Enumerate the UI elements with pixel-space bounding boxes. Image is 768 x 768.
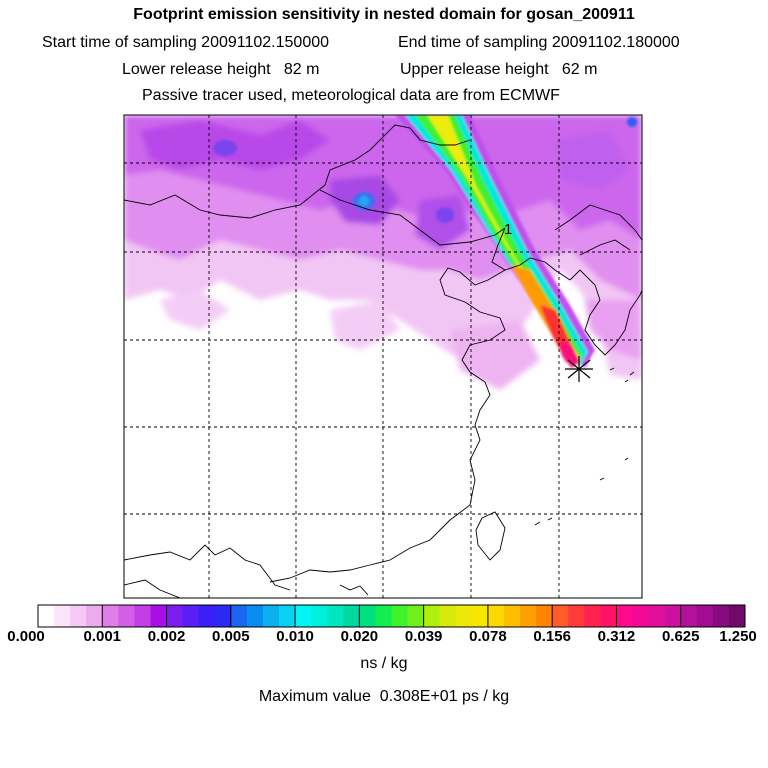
- unit-label: ns / kg: [360, 655, 408, 672]
- colorbar-cell: [198, 605, 216, 627]
- colorbar-cell: [214, 605, 232, 627]
- colorbar-cell: [471, 605, 489, 627]
- colorbar-cell: [584, 605, 601, 627]
- colorbar-cell: [712, 605, 730, 627]
- colorbar-cell: [536, 605, 553, 627]
- lower-release-label: Lower release height 82 m: [122, 61, 320, 78]
- colorbar-tick-label: 0.156: [533, 628, 571, 645]
- colorbar-cell: [343, 605, 360, 627]
- map-frame: [123, 114, 643, 599]
- colorbar-cell: [375, 605, 392, 627]
- colorbar-cell: [648, 605, 666, 627]
- colorbar-tick-label: 0.005: [212, 628, 250, 645]
- tracer-info-label: Passive tracer used, meteorological data…: [142, 87, 560, 104]
- colorbar-cell: [728, 605, 746, 627]
- colorbar-cell: [391, 605, 409, 627]
- plume-label: 1: [504, 221, 512, 238]
- colorbar-cell: [455, 605, 473, 627]
- colorbar-dividers: [101, 605, 682, 627]
- colorbar-cells: [38, 605, 746, 627]
- star-receptor-icon: [565, 356, 593, 382]
- colorbar-cell: [311, 605, 328, 627]
- colorbar-cell: [568, 605, 585, 627]
- colorbar-tick-label: 0.039: [404, 628, 443, 645]
- colorbar-tick-label: 0.020: [340, 628, 379, 645]
- colorbar-cell: [182, 605, 200, 627]
- colorbar-cell: [246, 605, 264, 627]
- colorbar-cell: [552, 605, 569, 627]
- high-sensitivity-spots: [213, 117, 637, 223]
- colorbar-cell: [262, 605, 280, 627]
- colorbar-cell: [664, 605, 682, 627]
- colorbar-cell: [680, 605, 698, 627]
- colorbar-cell: [600, 605, 617, 627]
- colorbar-cell: [407, 605, 425, 627]
- plot-title: Footprint emission sensitivity in nested…: [133, 6, 635, 23]
- colorbar-cell: [279, 605, 296, 627]
- start-time-label: Start time of sampling 20091102.150000: [42, 34, 330, 51]
- colorbar-cell: [520, 605, 537, 627]
- colorbar-tick-label: 1.250: [719, 628, 757, 645]
- colorbar-cell: [150, 605, 168, 627]
- colorbar-cell: [70, 605, 87, 627]
- colorbar-cell: [632, 605, 650, 627]
- colorbar-cell: [102, 605, 119, 627]
- colorbar-cell: [439, 605, 457, 627]
- plume: [395, 115, 595, 368]
- colorbar-cell: [696, 605, 714, 627]
- coastlines: [124, 124, 642, 598]
- colorbar-cell: [54, 605, 71, 627]
- colorbar-cell: [166, 605, 184, 627]
- colorbar-cell: [327, 605, 344, 627]
- end-time-label: End time of sampling 20091102.180000: [398, 34, 680, 51]
- colorbar-cell: [295, 605, 312, 627]
- colorbar-tick-label: 0.010: [276, 628, 314, 645]
- upper-release-label: Upper release height 62 m: [400, 61, 598, 78]
- colorbar-tick-label: 0.001: [83, 628, 122, 645]
- colorbar-tick-label: 0.312: [597, 628, 636, 645]
- colorbar-tick-label: 0.000: [7, 628, 45, 645]
- colorbar-cell: [503, 605, 521, 627]
- graticule: [124, 115, 642, 598]
- colorbar-frame: [37, 604, 746, 628]
- colorbar-cell: [423, 605, 441, 627]
- colorbar-tick-label: 0.625: [661, 628, 700, 645]
- colorbar-tick-label: 0.078: [469, 628, 507, 645]
- colorbar-cell: [359, 605, 376, 627]
- colorbar-cell: [134, 605, 151, 627]
- colorbar-cell: [616, 605, 634, 627]
- colorbar-cell: [38, 605, 55, 627]
- colorbar-cell: [86, 605, 103, 627]
- colorbar-tick-label: 0.002: [147, 628, 186, 645]
- maximum-value-label: Maximum value 0.308E+01 ps / kg: [258, 688, 510, 705]
- colorbar-cell: [487, 605, 505, 627]
- colorbar-cell: [230, 605, 248, 627]
- colorbar-cell: [118, 605, 135, 627]
